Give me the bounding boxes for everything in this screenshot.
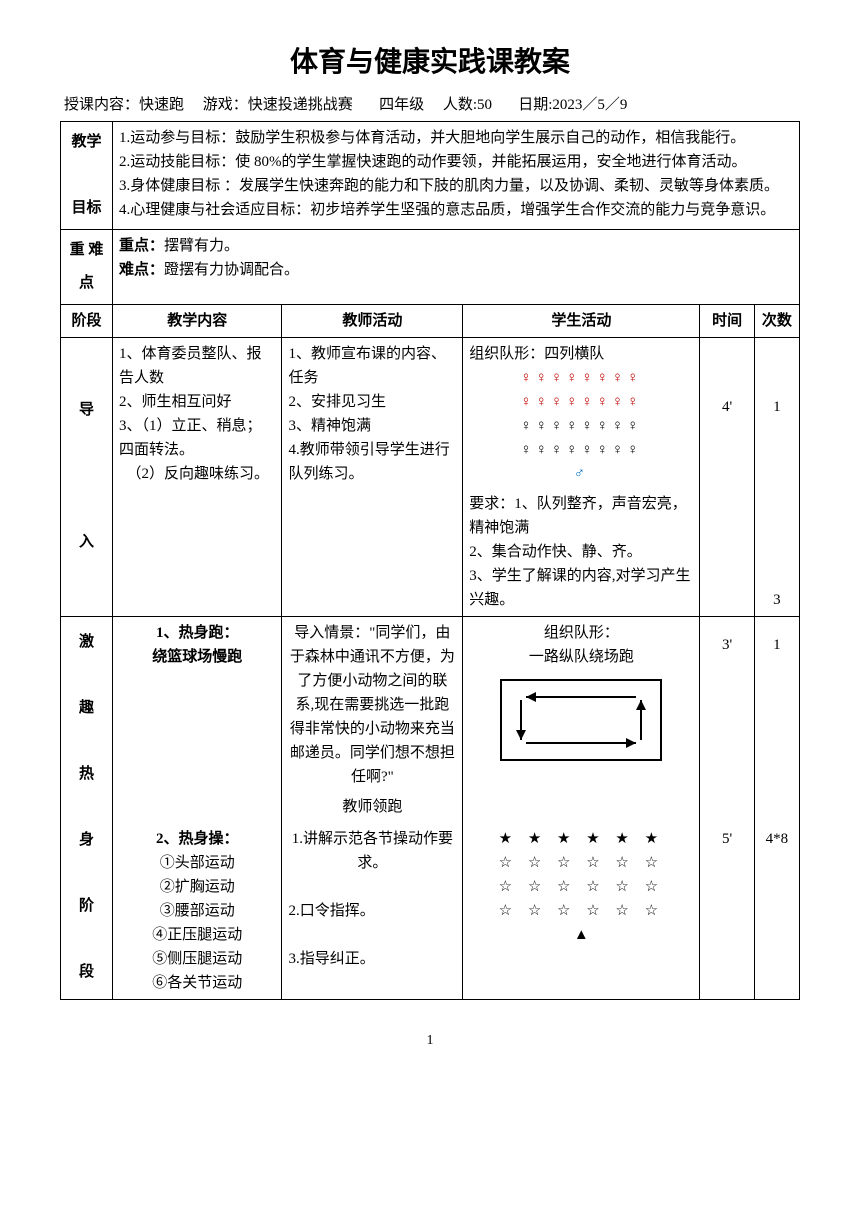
intro-stage-label: 导入 xyxy=(61,337,113,616)
formation-row-black: ♀♀♀♀♀♀♀♀ xyxy=(469,438,693,462)
col-stage-header: 阶段 xyxy=(61,304,113,337)
goal-item: 1.运动参与目标：鼓励学生积极参与体育活动，并大胆地向学生展示自己的动作，相信我… xyxy=(119,126,793,150)
route-diagram-icon xyxy=(496,675,666,765)
intro-content: 1、体育委员整队、报告人数 2、师生相互问好 3、（1）立正、稍息；四面转法。 … xyxy=(112,337,281,616)
meta-game: 快速投递挑战赛 xyxy=(248,93,353,117)
stars-filled-row: ★ ★ ★ ★ ★ ★ xyxy=(469,827,693,851)
col-student-header: 学生活动 xyxy=(463,304,700,337)
keypoints-row: 重 难点 重点：摆臂有力。 难点：蹬摆有力协调配合。 xyxy=(61,229,800,304)
goal-item: 3.身体健康目标 ：发展学生快速奔跑的能力和下肢的肌肉力量，以及协调、柔韧、灵敏… xyxy=(119,174,793,198)
document-page: 体育与健康实践课教案 授课内容：快速跑 游戏：快速投递挑战赛 四年级 人数:50… xyxy=(60,40,800,1052)
warmup-content-2: 2、热身操： ①头部运动 ②扩胸运动 ③腰部运动 ④正压腿运动 ⑤侧压腿运动 ⑥… xyxy=(112,823,281,1000)
meta-line: 授课内容：快速跑 游戏：快速投递挑战赛 四年级 人数:50 日期:2023／5／… xyxy=(60,93,800,117)
formation-row-red: ♀♀♀♀♀♀♀♀ xyxy=(469,366,693,390)
lesson-plan-table: 教学目标 1.运动参与目标：鼓励学生积极参与体育活动，并大胆地向学生展示自己的动… xyxy=(60,121,800,1000)
warmup-demo: 1.讲解示范各节操动作要求。 xyxy=(288,827,456,875)
intro-requirements: 要求：1、队列整齐，声音宏亮，精神饱满 2、集合动作快、静、齐。 3、学生了解课… xyxy=(469,492,693,612)
warmup-time-2: 5' xyxy=(700,823,754,1000)
intro-student: 组织队形：四列横队 ♀♀♀♀♀♀♀♀ ♀♀♀♀♀♀♀♀ ♀♀♀♀♀♀♀♀ ♀♀♀… xyxy=(463,337,700,616)
warmup-row-a: 激趣热身阶段 1、热身跑： 绕篮球场慢跑 导入情景："同学们，由于森林中通讯不方… xyxy=(61,616,800,823)
warmup-title-2: 2、热身操： xyxy=(156,831,239,847)
goal-item: 2.运动技能目标：使 80%的学生掌握快速跑的动作要领，并能拓展运用，安全地进行… xyxy=(119,150,793,174)
meta-count: 50 xyxy=(477,93,492,117)
warmup-student-2: ★ ★ ★ ★ ★ ★ ☆ ☆ ☆ ☆ ☆ ☆ ☆ ☆ ☆ ☆ ☆ ☆ ☆ ☆ … xyxy=(463,823,700,1000)
intro-teacher: 1、教师宣布课的内容、任务 2、安排见习生 3、精神饱满 4.教师带领引导学生进… xyxy=(282,337,463,616)
warmup-student-1: 组织队形： 一路纵队绕场跑 xyxy=(463,616,700,823)
meta-date: 2023／5／9 xyxy=(552,93,627,117)
meta-content: 快速跑 xyxy=(139,93,184,117)
intro-time: 4' xyxy=(700,337,754,477)
key-label: 重点： xyxy=(119,238,164,254)
label-game: 游戏： xyxy=(203,93,248,117)
warmup-items: ①头部运动 ②扩胸运动 ③腰部运动 ④正压腿运动 ⑤侧压腿运动 ⑥各关节运动 xyxy=(119,851,275,995)
teacher-symbol: ♂ xyxy=(469,462,693,486)
warmup-content-1: 1、热身跑： 绕篮球场慢跑 xyxy=(112,616,281,823)
intro-row-a: 导入 1、体育委员整队、报告人数 2、师生相互问好 3、（1）立正、稍息；四面转… xyxy=(61,337,800,477)
col-teacher-header: 教师活动 xyxy=(282,304,463,337)
warmup-time-1: 3' xyxy=(700,616,754,823)
label-date: 日期: xyxy=(518,93,552,117)
stars-outline-row: ☆ ☆ ☆ ☆ ☆ ☆ xyxy=(469,875,693,899)
diff-label: 难点： xyxy=(119,262,164,278)
goal-item: 4.心理健康与社会适应目标：初步培养学生坚强的意志品质，增强学生合作交流的能力与… xyxy=(119,198,793,222)
intro-times-a: 1 xyxy=(754,337,799,477)
warmup-lead: 教师领跑 xyxy=(288,795,456,819)
triangle-symbol: ▲ xyxy=(469,923,693,947)
warmup-cmd: 2.口令指挥。 xyxy=(288,899,456,923)
warmup-formation-header: 组织队形： 一路纵队绕场跑 xyxy=(469,621,693,669)
stars-outline-row: ☆ ☆ ☆ ☆ ☆ ☆ xyxy=(469,851,693,875)
intro-time-blank xyxy=(700,477,754,617)
warmup-fix: 3.指导纠正。 xyxy=(288,947,456,971)
stars-outline-row: ☆ ☆ ☆ ☆ ☆ ☆ xyxy=(469,899,693,923)
label-count: 人数: xyxy=(443,93,477,117)
warmup-teacher-1: 导入情景："同学们，由于森林中通讯不方便，为了方便小动物之间的联系,现在需要挑选… xyxy=(282,616,463,823)
keypoints-label: 重 难点 xyxy=(61,229,113,304)
intro-times-b: 3 xyxy=(754,477,799,617)
warmup-sub-1: 绕篮球场慢跑 xyxy=(152,649,242,665)
formation-row-red: ♀♀♀♀♀♀♀♀ xyxy=(469,390,693,414)
warmup-times-2: 4*8 xyxy=(754,823,799,1000)
column-header-row: 阶段 教学内容 教师活动 学生活动 时间 次数 xyxy=(61,304,800,337)
goals-label: 教学目标 xyxy=(61,121,113,229)
col-content-header: 教学内容 xyxy=(112,304,281,337)
page-number: 1 xyxy=(60,1030,800,1052)
warmup-title-1: 1、热身跑： xyxy=(156,625,239,641)
formation-row-black: ♀♀♀♀♀♀♀♀ xyxy=(469,414,693,438)
col-times-header: 次数 xyxy=(754,304,799,337)
warmup-stage-label: 激趣热身阶段 xyxy=(61,616,113,999)
warmup-scene: 导入情景："同学们，由于森林中通讯不方便，为了方便小动物之间的联系,现在需要挑选… xyxy=(288,621,456,789)
col-time-header: 时间 xyxy=(700,304,754,337)
key-text: 摆臂有力。 xyxy=(164,238,239,254)
warmup-teacher-2: 1.讲解示范各节操动作要求。 2.口令指挥。 3.指导纠正。 xyxy=(282,823,463,1000)
diff-text: 蹬摆有力协调配合。 xyxy=(164,262,299,278)
warmup-times-1: 1 xyxy=(754,616,799,823)
page-title: 体育与健康实践课教案 xyxy=(60,40,800,85)
goals-content: 1.运动参与目标：鼓励学生积极参与体育活动，并大胆地向学生展示自己的动作，相信我… xyxy=(112,121,799,229)
formation-header: 组织队形：四列横队 xyxy=(469,342,693,366)
keypoints-content: 重点：摆臂有力。 难点：蹬摆有力协调配合。 xyxy=(112,229,799,304)
goals-row: 教学目标 1.运动参与目标：鼓励学生积极参与体育活动，并大胆地向学生展示自己的动… xyxy=(61,121,800,229)
meta-grade: 四年级 xyxy=(379,93,424,117)
label-content: 授课内容： xyxy=(64,93,139,117)
warmup-row-b: 2、热身操： ①头部运动 ②扩胸运动 ③腰部运动 ④正压腿运动 ⑤侧压腿运动 ⑥… xyxy=(61,823,800,1000)
